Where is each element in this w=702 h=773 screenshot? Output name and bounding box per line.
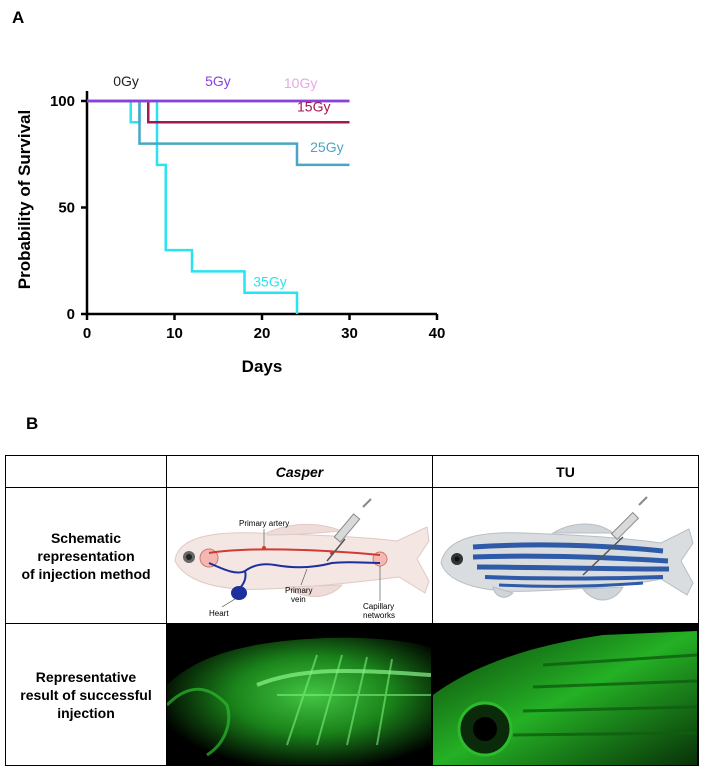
series-label-10gy: 10Gy [284, 75, 317, 91]
series-label-35gy: 35Gy [253, 273, 286, 289]
y-tick-label: 100 [50, 93, 75, 110]
header-casper: Casper [166, 455, 433, 488]
y-tick-label: 50 [58, 200, 75, 217]
series-label-5gy: 5Gy [205, 73, 231, 89]
label-capillary-2: networks [363, 611, 395, 620]
casper-fish-schematic: Primary artery Heart Primary vein Capill… [174, 497, 430, 620]
header-tu: TU [432, 455, 699, 488]
casper-schematic-cell: Primary artery Heart Primary vein Capill… [166, 487, 433, 624]
chart-series-labels: 0Gy 5Gy 10Gy 15Gy 25Gy 35Gy [113, 73, 343, 289]
survival-chart: 0 10 20 30 40 0 50 100 Days Probability of Surviv… [15, 73, 445, 376]
panel-b-label: B [26, 414, 39, 433]
header-empty [5, 455, 167, 488]
tu-fish-illustration [440, 495, 694, 600]
series-line-35gy [87, 99, 299, 314]
tu-fluorescence-image [432, 623, 699, 766]
casper-fluorescence-image [166, 623, 433, 766]
x-tick-label: 30 [341, 325, 358, 342]
label-capillary-1: Capillary [363, 602, 394, 611]
tu-schematic-cell [432, 487, 699, 624]
x-tick-label: 40 [429, 325, 446, 342]
label-primary-vein-1: Primary [285, 586, 313, 595]
casper-green-fluorescence [167, 624, 431, 765]
row-label-result: Representative result of successful inje… [5, 623, 167, 766]
x-axis-title: Days [242, 357, 283, 376]
y-tick-label: 0 [67, 306, 75, 323]
series-label-0gy: 0Gy [113, 73, 139, 89]
chart-axes: 0 10 20 30 40 0 50 100 Days Probability of Surviv… [15, 91, 445, 376]
series-label-25gy: 25Gy [310, 139, 343, 155]
label-primary-vein-2: vein [291, 595, 306, 604]
panel-a-label: A [12, 8, 25, 27]
x-tick-label: 20 [254, 325, 271, 342]
injection-table: Casper TU Schematic representation of in… [5, 455, 699, 766]
row-label-schematic: Schematic representation of injection me… [5, 487, 167, 624]
chart-series [87, 99, 350, 314]
label-heart: Heart [209, 609, 229, 618]
label-primary-artery: Primary artery [239, 519, 289, 528]
x-tick-label: 10 [166, 325, 183, 342]
x-tick-label: 0 [83, 325, 91, 342]
y-axis-title: Probability of Survival [15, 110, 34, 290]
series-label-15gy: 15Gy [297, 99, 330, 115]
tu-green-fluorescence [433, 624, 697, 765]
